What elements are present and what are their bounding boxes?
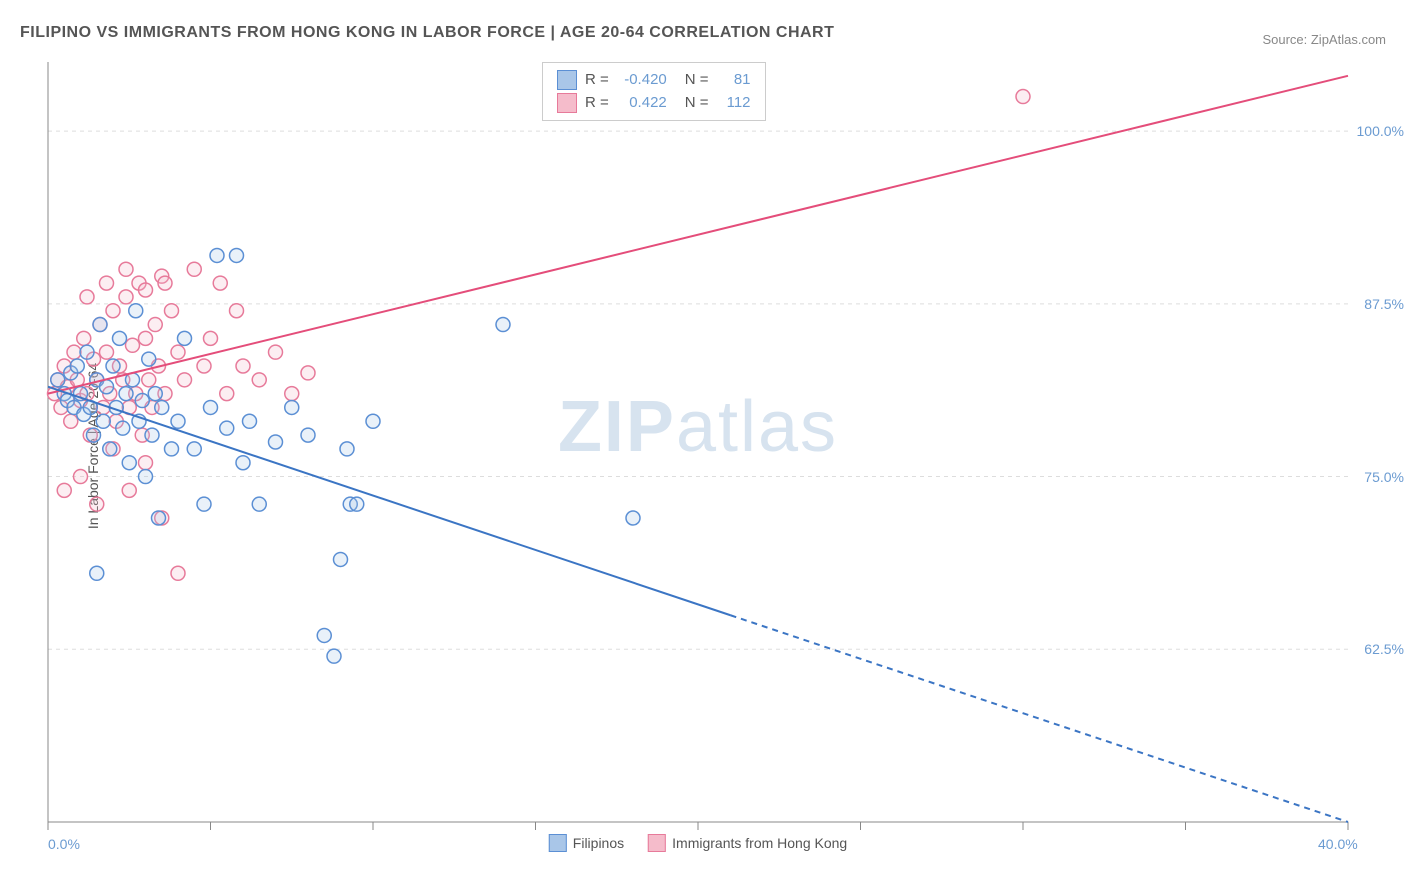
y-tick-label: 100.0% [1357,123,1404,139]
stats-row-filipinos: R = -0.420 N = 81 [557,69,751,92]
legend-item-filipinos: Filipinos [549,834,624,852]
x-tick-label: 40.0% [1318,836,1358,852]
y-tick-label: 75.0% [1364,469,1404,485]
chart-container: FILIPINO VS IMMIGRANTS FROM HONG KONG IN… [0,0,1406,892]
legend-label-hongkong: Immigrants from Hong Kong [672,835,847,851]
stats-row-hongkong: R = 0.422 N = 112 [557,92,751,115]
legend-swatch-hongkong [648,834,666,852]
stats-r-label: R = [585,92,609,115]
source-label: Source: ZipAtlas.com [1262,32,1386,47]
stats-swatch-hongkong [557,93,577,113]
stats-swatch-filipinos [557,70,577,90]
stats-n-hongkong: 112 [717,92,751,115]
chart-title: FILIPINO VS IMMIGRANTS FROM HONG KONG IN… [20,24,834,42]
stats-n-label: N = [685,92,709,115]
stats-n-filipinos: 81 [717,69,751,92]
legend-label-filipinos: Filipinos [573,835,624,851]
stats-r-label: R = [585,69,609,92]
stats-n-label: N = [685,69,709,92]
stats-box: R = -0.420 N = 81 R = 0.422 N = 112 [542,62,766,121]
stats-r-filipinos: -0.420 [617,69,667,92]
scatter-svg [48,62,1348,822]
y-tick-label: 87.5% [1364,296,1404,312]
x-tick-label: 0.0% [48,836,80,852]
plot-area: ZIPatlas R = -0.420 N = 81 R = 0.422 N =… [48,62,1348,822]
y-tick-label: 62.5% [1364,641,1404,657]
stats-r-hongkong: 0.422 [617,92,667,115]
legend: Filipinos Immigrants from Hong Kong [549,834,847,852]
legend-swatch-filipinos [549,834,567,852]
legend-item-hongkong: Immigrants from Hong Kong [648,834,847,852]
